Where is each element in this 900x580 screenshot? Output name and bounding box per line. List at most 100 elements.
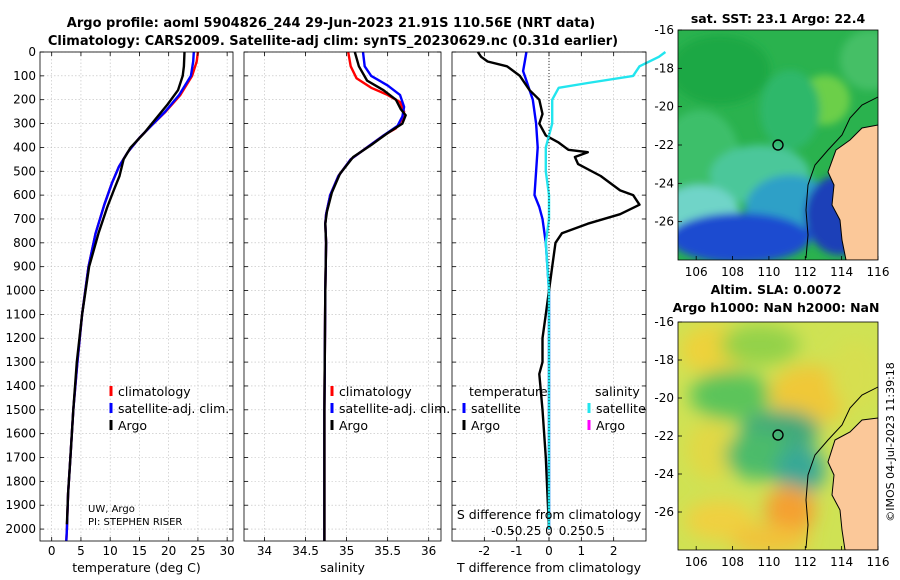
x-tick-label: 2 (610, 544, 618, 558)
x-tick-label: 35 (339, 544, 354, 558)
imos-watermark: ©IMOS 04-Jul-2023 11:39:18 (884, 362, 897, 522)
map-y-tick-label: -18 (654, 61, 674, 75)
y-tick-label: 0 (28, 45, 36, 59)
x-tick-label: 20 (161, 544, 176, 558)
x-tick-label: 35.5 (374, 544, 401, 558)
legend-title-salinity: salinity (595, 384, 640, 399)
y-tick-label: 1500 (5, 403, 36, 417)
sst-contour (805, 96, 878, 259)
series-line-temperature-argo (476, 51, 641, 530)
map-x-tick-label: 112 (794, 265, 817, 279)
x-tick-label: 25 (190, 544, 205, 558)
series-line-salinity-satellite (544, 51, 667, 530)
legend-label: satellite-adj. clim. (339, 401, 450, 416)
y-tick-label: 1900 (5, 498, 36, 512)
sla-contour (805, 386, 878, 549)
plot-frame (243, 51, 442, 542)
map-y-tick-label: -24 (654, 467, 674, 481)
y-tick-label: 100 (13, 69, 36, 83)
x-tick-label: 5 (77, 544, 85, 558)
map-y-tick-label: -18 (654, 353, 674, 367)
map-x-tick-label: 114 (830, 265, 853, 279)
y-tick-label: 500 (13, 164, 36, 178)
map-y-tick-label: -20 (654, 391, 674, 405)
s-tick-label: 0 (545, 524, 553, 538)
map-x-tick-label: 116 (867, 265, 890, 279)
map-x-tick-label: 108 (721, 555, 744, 569)
credit-line2: PI: STEPHEN RISER (88, 517, 182, 528)
sla-map-panel: Altim. SLA: 0.0072 Argo h1000: NaN h2000… (654, 282, 889, 569)
x-axis-label: salinity (320, 560, 365, 575)
x-tick-label: 15 (132, 544, 147, 558)
x-axis-label: temperature (deg C) (72, 560, 201, 575)
y-tick-label: 200 (13, 93, 36, 107)
map-y-tick-label: -16 (654, 23, 674, 37)
y-tick-label: 2000 (5, 522, 36, 536)
map-y-tick-label: -24 (654, 176, 674, 190)
y-tick-label: 1000 (5, 284, 36, 298)
x-tick-label: -2 (478, 544, 490, 558)
y-tick-label: 1100 (5, 307, 36, 321)
sla-argo-marker (772, 429, 784, 441)
x-tick-label: 30 (220, 544, 235, 558)
s-tick-label: -0.25 (510, 524, 541, 538)
x-tick-label: 34 (257, 544, 272, 558)
y-tick-label: 1400 (5, 379, 36, 393)
map-x-tick-label: 108 (721, 265, 744, 279)
plot-frame (39, 51, 234, 542)
legend-label: Argo (596, 418, 625, 433)
x-tick-label: 1 (578, 544, 586, 558)
sst-map-title: sat. SST: 23.1 Argo: 22.4 (691, 11, 866, 26)
map-x-tick-label: 116 (867, 555, 890, 569)
difference-panel: -2 -1 0 1 2 T difference from climatology -0.5… (451, 51, 667, 575)
map-y-tick-label: -22 (654, 138, 674, 152)
plot-area (244, 52, 441, 541)
y-tick-label: 600 (13, 188, 36, 202)
x-tick-label: 0 (48, 544, 56, 558)
map-y-tick-label: -26 (654, 215, 674, 229)
sla-map-title-1: Altim. SLA: 0.0072 (711, 282, 842, 297)
s-tick-label: 0.25 (559, 524, 586, 538)
y-tick-label: 1600 (5, 427, 36, 441)
x-tick-label: 10 (103, 544, 118, 558)
temperature-panel: 0 5 10 15 20 25 30 temperature (deg C) 0 100 200 30… (5, 45, 234, 575)
x-tick-label: 0 (545, 544, 553, 558)
credit-line1: UW, Argo (88, 504, 135, 515)
figure-title-line1: Argo profile: aoml 5904826_244 29-Jun-20… (67, 16, 595, 31)
map-x-tick-label: 114 (830, 555, 853, 569)
s-tick-label: -0.5 (491, 524, 514, 538)
sla-land (827, 417, 878, 550)
y-tick-label: 400 (13, 140, 36, 154)
s-tick-label: 0.5 (586, 524, 605, 538)
y-tick-label: 1800 (5, 474, 36, 488)
legend-label: climatology (118, 384, 191, 399)
series-line-argo (65, 51, 186, 525)
y-tick-label: 300 (13, 117, 36, 131)
figure-title-line2: Climatology: CARS2009. Satellite-adj cli… (48, 34, 618, 49)
legend-label: satellite (471, 401, 521, 416)
y-tick-label: 900 (13, 260, 36, 274)
y-tick-label: 800 (13, 236, 36, 250)
plot-area (40, 52, 233, 541)
map-x-tick-label: 106 (685, 555, 708, 569)
legend-label: satellite (596, 401, 646, 416)
map-x-tick-label: 112 (794, 555, 817, 569)
x-tick-label: 36 (421, 544, 436, 558)
legend-label: Argo (471, 418, 500, 433)
y-tick-label: 1200 (5, 331, 36, 345)
s-axis-label: S difference from climatology (457, 507, 642, 522)
map-x-tick-label: 110 (757, 555, 780, 569)
x-tick-label: -1 (511, 544, 523, 558)
y-tick-label: 1700 (5, 451, 36, 465)
map-y-tick-label: -22 (654, 429, 674, 443)
x-axis-label: T difference from climatology (456, 560, 642, 575)
legend-label: Argo (339, 418, 368, 433)
map-y-tick-label: -20 (654, 100, 674, 114)
map-x-tick-label: 106 (685, 265, 708, 279)
legend-label: Argo (118, 418, 147, 433)
legend-title-temperature: temperature (469, 384, 548, 399)
legend-label: satellite-adj. clim. (118, 401, 229, 416)
x-tick-label: 34.5 (292, 544, 319, 558)
sla-field (680, 325, 878, 550)
